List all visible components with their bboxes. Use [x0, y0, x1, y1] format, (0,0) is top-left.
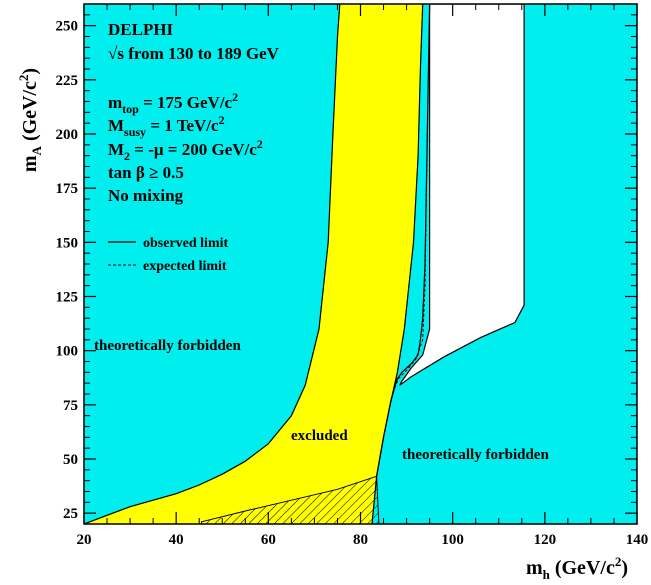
y-tick-label: 75	[63, 398, 78, 414]
x-tick-label: 100	[441, 532, 464, 548]
excluded-region	[84, 4, 423, 524]
hatched-region	[201, 475, 380, 524]
forbidden-right-label: theoretically forbidden	[402, 447, 549, 463]
y-tick-label: 25	[63, 506, 78, 522]
x-axis-label: mh (GeV/c2)	[526, 554, 628, 582]
y-tick-label: 100	[56, 344, 79, 360]
forbidden-left-boundary	[84, 4, 341, 524]
y-tick-label: 150	[56, 235, 79, 251]
energy-label: √s from 130 to 189 GeV	[108, 44, 280, 63]
y-tick-label: 50	[63, 452, 78, 468]
param-mtop: mtop = 175 GeV/c2	[108, 90, 238, 116]
param-m2: M2 = -μ = 200 GeV/c2	[108, 137, 263, 163]
x-tick-label: 140	[626, 532, 649, 548]
forbidden-left-label: theoretically forbidden	[94, 338, 241, 354]
allowed-region	[399, 4, 525, 386]
x-tick-label: 120	[534, 532, 557, 548]
legend-expected-label: expected limit	[143, 259, 227, 274]
y-axis-label: mA (GeV/c2)	[16, 68, 44, 172]
y-axis-ticks: 25 50 75 100 125 150 175 200 225 250	[56, 3, 637, 525]
excluded-label: excluded	[291, 428, 348, 444]
y-tick-label: 175	[56, 181, 79, 197]
legend-observed-label: observed limit	[143, 236, 228, 251]
x-axis-ticks: 20 40 60 80 100 120 140	[77, 4, 649, 548]
param-mixing: No mixing	[108, 186, 184, 205]
param-msusy: Msusy = 1 TeV/c2	[108, 113, 225, 139]
y-tick-label: 200	[56, 127, 79, 143]
x-tick-label: 80	[353, 532, 368, 548]
legend: observed limit expected limit	[108, 236, 228, 274]
x-tick-label: 40	[169, 532, 184, 548]
x-tick-label: 60	[261, 532, 276, 548]
y-tick-label: 250	[56, 19, 79, 35]
y-tick-label: 225	[56, 73, 79, 89]
param-tanbeta: tan β ≥ 0.5	[108, 163, 184, 182]
y-tick-label: 125	[56, 290, 79, 306]
expected-limit-line	[390, 133, 428, 403]
x-tick-label: 20	[77, 532, 92, 548]
plot-area	[84, 4, 637, 524]
experiment-label: DELPHI	[108, 20, 174, 39]
annotation-block: DELPHI √s from 130 to 189 GeV mtop = 175…	[108, 20, 280, 205]
